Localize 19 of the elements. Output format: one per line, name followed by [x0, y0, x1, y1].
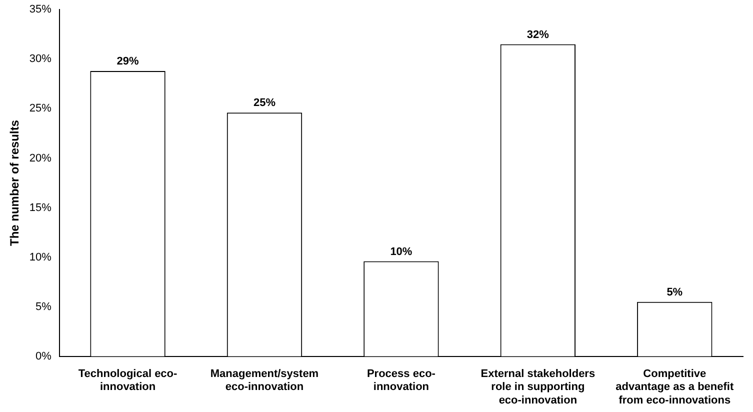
data-label: 32%: [526, 28, 550, 41]
x-tick-label: External stakeholders role in supporting eco-innovation: [480, 368, 596, 406]
x-tick-label: Competitive advantage as a benefit from eco-innovations: [616, 368, 734, 406]
y-tick-label: 25%: [29, 102, 52, 115]
y-tick-label: 35%: [29, 4, 52, 16]
y-axis-title: The number of results: [8, 120, 22, 246]
y-tick-label: 10%: [29, 251, 52, 264]
x-tick-label: Process eco-innovation: [366, 368, 436, 394]
data-label: 25%: [253, 97, 276, 110]
y-tick-label: 0%: [36, 350, 52, 362]
x-tick-label: Management/system eco-innovation: [210, 368, 319, 394]
data-label: 29%: [116, 56, 139, 68]
y-tick-label: 30%: [29, 53, 52, 66]
x-tick-label: Technological eco-innovation: [78, 368, 178, 394]
data-label: 10%: [390, 246, 412, 258]
y-tick-label: 20%: [29, 152, 52, 164]
y-tick-label: 5%: [36, 300, 52, 313]
data-label: 5%: [666, 286, 683, 298]
y-tick-label: 15%: [29, 202, 52, 214]
